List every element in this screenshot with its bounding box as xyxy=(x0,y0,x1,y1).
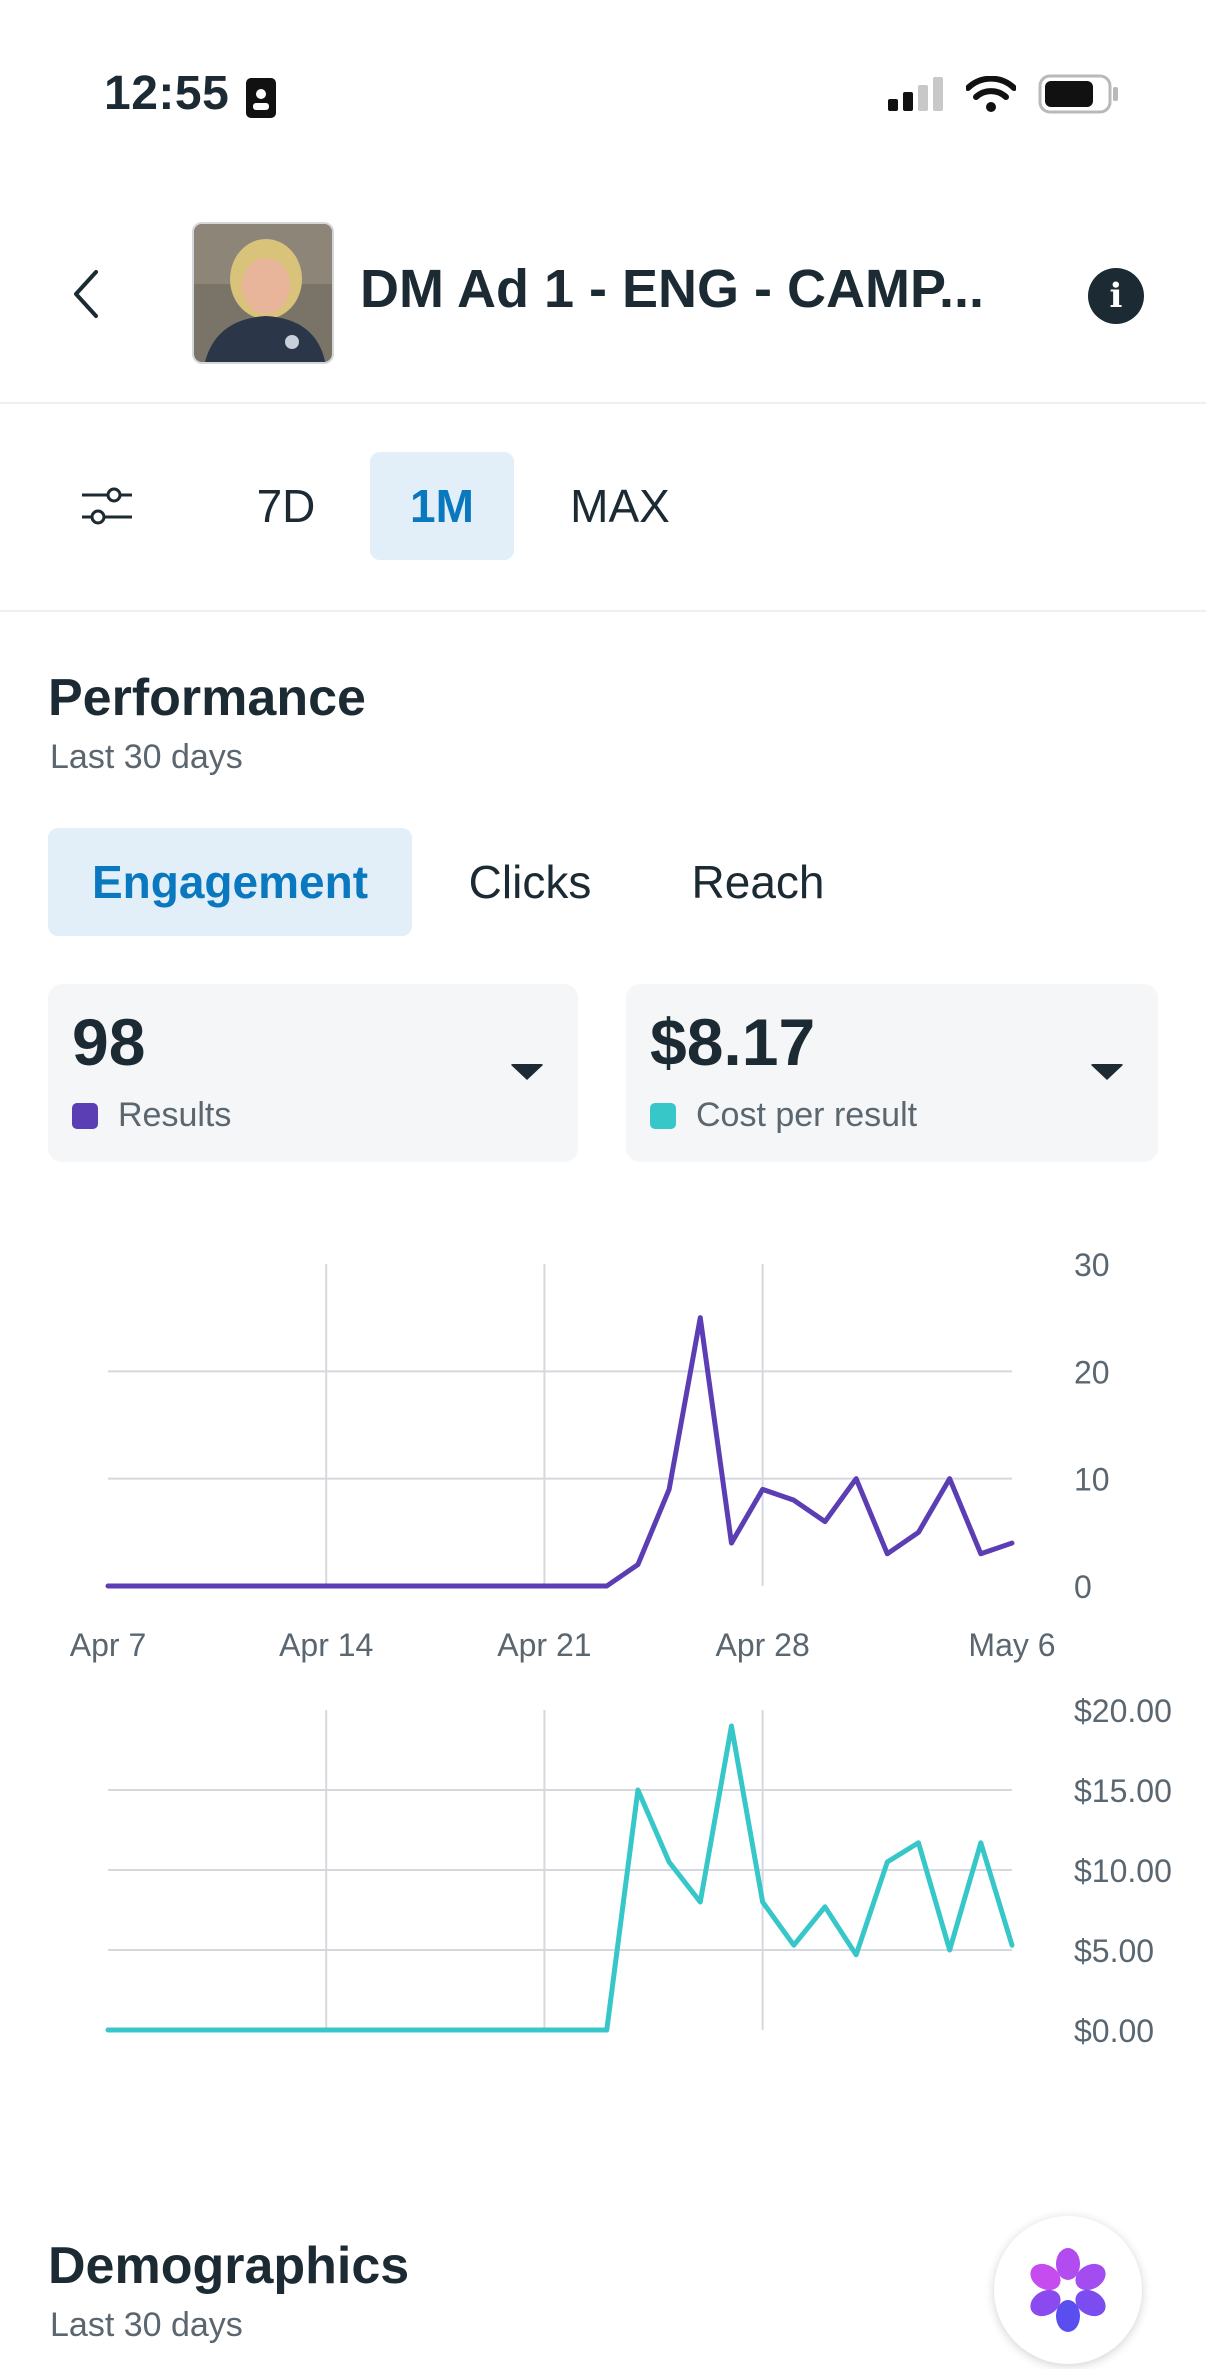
series-line-results xyxy=(108,1318,1012,1586)
results-chart: 30 20 10 0 Apr 7 Apr 14 Apr 21 Apr 28 May 6 xyxy=(0,1240,1206,1680)
tabs-divider xyxy=(0,610,1206,612)
tab-engagement[interactable]: Engagement xyxy=(48,828,412,936)
tab-1m[interactable]: 1M xyxy=(370,452,514,560)
results-label: Results xyxy=(118,1096,231,1135)
x-tick-label: May 6 xyxy=(968,1627,1055,1663)
ad-thumbnail xyxy=(192,222,334,364)
chevron-left-icon xyxy=(62,264,112,324)
demographics-title: Demographics xyxy=(48,2236,409,2296)
assistant-button[interactable] xyxy=(994,2216,1142,2364)
caret-down-icon[interactable] xyxy=(510,1064,544,1080)
status-icons xyxy=(888,74,1120,114)
sliders-icon xyxy=(80,484,134,528)
y-tick-label: 10 xyxy=(1074,1462,1110,1498)
results-swatch xyxy=(72,1103,98,1129)
cost-metric-card[interactable]: $8.17 Cost per result xyxy=(626,984,1158,1162)
x-tick-label: Apr 7 xyxy=(70,1627,146,1663)
demographics-subtitle: Last 30 days xyxy=(50,2306,243,2345)
signal-icon xyxy=(888,77,944,111)
x-tick-label: Apr 21 xyxy=(497,1627,591,1663)
x-tick-label: Apr 14 xyxy=(279,1627,373,1663)
y-tick-label: 0 xyxy=(1074,1569,1092,1605)
results-metric-card[interactable]: 98 Results xyxy=(48,984,578,1162)
cost-value: $8.17 xyxy=(650,1004,815,1080)
performance-title: Performance xyxy=(48,668,366,728)
info-icon: i xyxy=(1110,276,1123,316)
caret-down-icon[interactable] xyxy=(1090,1064,1124,1080)
info-button[interactable]: i xyxy=(1088,268,1144,324)
y-tick-label: $10.00 xyxy=(1074,1853,1172,1889)
performance-subtitle: Last 30 days xyxy=(50,738,243,777)
results-value: 98 xyxy=(72,1004,145,1080)
cost-swatch xyxy=(650,1103,676,1129)
wifi-icon xyxy=(966,76,1016,112)
y-tick-label: $20.00 xyxy=(1074,1693,1172,1729)
tab-clicks[interactable]: Clicks xyxy=(436,828,624,936)
x-tick-label: Apr 28 xyxy=(715,1627,809,1663)
y-tick-label: 30 xyxy=(1074,1247,1110,1283)
y-tick-label: 20 xyxy=(1074,1354,1110,1390)
cost-chart: $20.00 $15.00 $10.00 $5.00 $0.00 xyxy=(0,1686,1206,2066)
id-badge-icon xyxy=(246,78,276,123)
tab-reach[interactable]: Reach xyxy=(660,828,856,936)
y-tick-label: $0.00 xyxy=(1074,2013,1154,2049)
cost-label: Cost per result xyxy=(696,1096,917,1135)
tab-7d[interactable]: 7D xyxy=(230,452,342,560)
series-line-cost-per-result xyxy=(108,1726,1012,2030)
filter-button[interactable] xyxy=(80,484,134,528)
battery-icon xyxy=(1038,74,1120,114)
ad-title: DM Ad 1 - ENG - CAMP... xyxy=(360,258,1000,320)
status-time: 12:55 xyxy=(104,66,229,121)
back-button[interactable] xyxy=(62,264,112,324)
y-tick-label: $15.00 xyxy=(1074,1773,1172,1809)
header-divider xyxy=(0,402,1206,404)
tab-max[interactable]: MAX xyxy=(546,452,694,560)
y-tick-label: $5.00 xyxy=(1074,1933,1154,1969)
ai-assistant-icon xyxy=(994,2216,1142,2364)
